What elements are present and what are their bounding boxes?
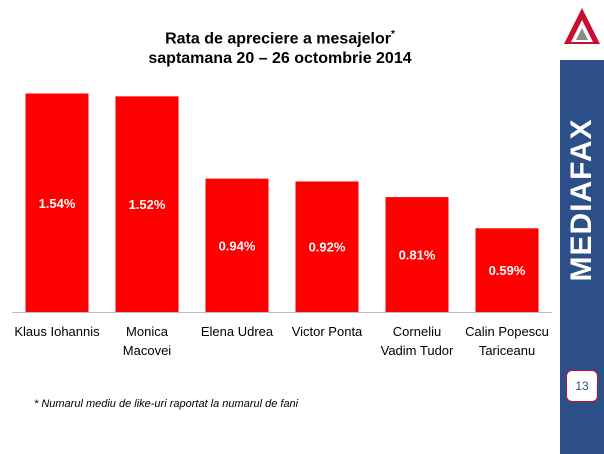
bar [385,197,449,312]
chart-title-text: Rata de apreciere a mesajelor [165,30,391,48]
bar-value-label: 0.94% [219,238,256,253]
category-label: Klaus Iohannis [14,324,100,339]
bar [295,181,359,312]
footnote: * Numarul mediu de like-uri raportat la … [34,398,299,410]
bar [205,178,269,312]
category-label: Calin Popescu [465,324,549,339]
bar [475,228,539,312]
title-asterisk: * [391,29,395,40]
bar [115,96,179,312]
bar [25,93,89,312]
bar-value-label: 1.52% [129,197,166,212]
category-label: Tariceanu [479,343,535,358]
bar-value-label: 0.59% [489,263,526,278]
chart-title: Rata de apreciere a mesajelor* [60,29,500,48]
page-number: 13 [566,370,598,402]
chart-subtitle: saptamana 20 – 26 octombrie 2014 [148,50,412,67]
brand-name: MEDIAFAX [565,118,598,282]
bar-chart: 1.54% Klaus Iohannis 1.52% Monica Macovei 0.9… [12,93,552,358]
category-label: Vadim Tudor [381,343,454,358]
category-label: Victor Ponta [292,324,363,339]
bar-value-label: 1.54% [39,196,76,211]
category-label: Macovei [123,343,172,358]
bar-value-label: 0.92% [309,240,346,255]
mediafax-triangle-logo-icon [560,0,604,60]
bar-value-label: 0.81% [399,248,436,263]
category-label: Elena Udrea [201,324,274,339]
category-label: Monica [126,324,169,339]
category-label: Corneliu [393,324,441,339]
